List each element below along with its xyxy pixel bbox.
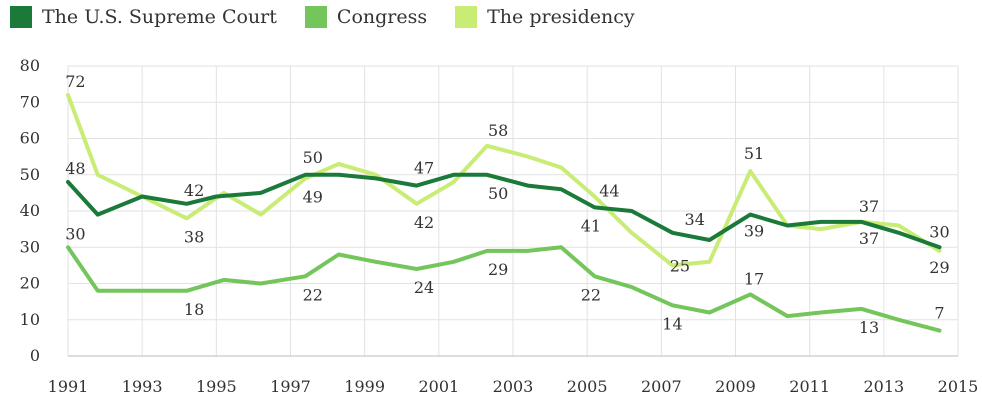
data-label: 34 — [685, 210, 705, 229]
data-label: 29 — [929, 258, 949, 277]
series-line-congress — [66, 245, 942, 333]
data-label: 50 — [488, 184, 508, 203]
data-label: 37 — [859, 197, 879, 216]
x-tick-label: 2001 — [418, 377, 459, 396]
data-label: 72 — [65, 72, 85, 91]
y-tick-label: 40 — [20, 201, 40, 220]
legend-item-supreme-court: The U.S. Supreme Court — [10, 6, 277, 28]
data-label: 42 — [184, 181, 204, 200]
x-tick-label: 2011 — [789, 377, 830, 396]
data-label: 22 — [303, 285, 323, 304]
data-label: 51 — [744, 144, 764, 163]
data-label: 39 — [744, 222, 764, 241]
x-tick-label: 1997 — [270, 377, 311, 396]
x-tick-label: 1995 — [196, 377, 237, 396]
y-tick-label: 70 — [20, 92, 40, 111]
series-line-supreme-court — [66, 172, 942, 250]
data-label: 17 — [744, 269, 764, 288]
legend-swatch-congress — [304, 6, 327, 28]
data-label: 50 — [303, 148, 323, 167]
x-tick-label: 2009 — [715, 377, 756, 396]
data-label: 30 — [929, 222, 949, 241]
data-label: 37 — [859, 229, 879, 248]
x-tick-label: 2003 — [493, 377, 534, 396]
legend-item-presidency: The presidency — [455, 6, 635, 28]
data-label: 25 — [670, 256, 690, 275]
x-tick-label: 2015 — [938, 377, 979, 396]
x-tick-label: 2007 — [641, 377, 682, 396]
y-tick-label: 10 — [20, 310, 40, 329]
legend-label-presidency: The presidency — [487, 6, 635, 28]
data-label: 38 — [184, 227, 204, 246]
legend-swatch-presidency — [455, 6, 478, 28]
legend-swatch-supreme-court — [10, 6, 32, 28]
legend: The U.S. Supreme Court Congress The pres… — [10, 6, 635, 28]
data-label: 48 — [65, 159, 85, 178]
data-label: 18 — [184, 300, 204, 319]
x-tick-label: 2013 — [863, 377, 904, 396]
legend-label-congress: Congress — [336, 6, 428, 28]
x-tick-label: 1999 — [344, 377, 385, 396]
y-tick-label: 0 — [30, 346, 40, 365]
data-label: 41 — [581, 216, 601, 235]
data-label: 7 — [934, 304, 944, 323]
data-label: 24 — [414, 278, 434, 297]
x-tick-label: 1991 — [48, 377, 89, 396]
data-label: 30 — [65, 224, 85, 243]
y-tick-label: 80 — [20, 56, 40, 75]
x-tick-label: 2005 — [567, 377, 608, 396]
data-label: 44 — [599, 182, 619, 201]
data-label: 49 — [303, 187, 323, 206]
data-label: 47 — [414, 159, 434, 178]
legend-item-congress: Congress — [304, 6, 428, 28]
y-tick-label: 50 — [20, 165, 40, 184]
y-tick-label: 30 — [20, 237, 40, 256]
data-label: 58 — [488, 121, 508, 140]
data-label: 29 — [488, 260, 508, 279]
y-tick-label: 20 — [20, 274, 40, 293]
legend-label-supreme-court: The U.S. Supreme Court — [42, 6, 277, 28]
data-label: 42 — [414, 213, 434, 232]
x-tick-label: 1993 — [122, 377, 163, 396]
y-tick-label: 60 — [20, 129, 40, 148]
data-label: 14 — [662, 314, 682, 333]
data-label: 22 — [581, 285, 601, 304]
data-label: 13 — [859, 318, 879, 337]
